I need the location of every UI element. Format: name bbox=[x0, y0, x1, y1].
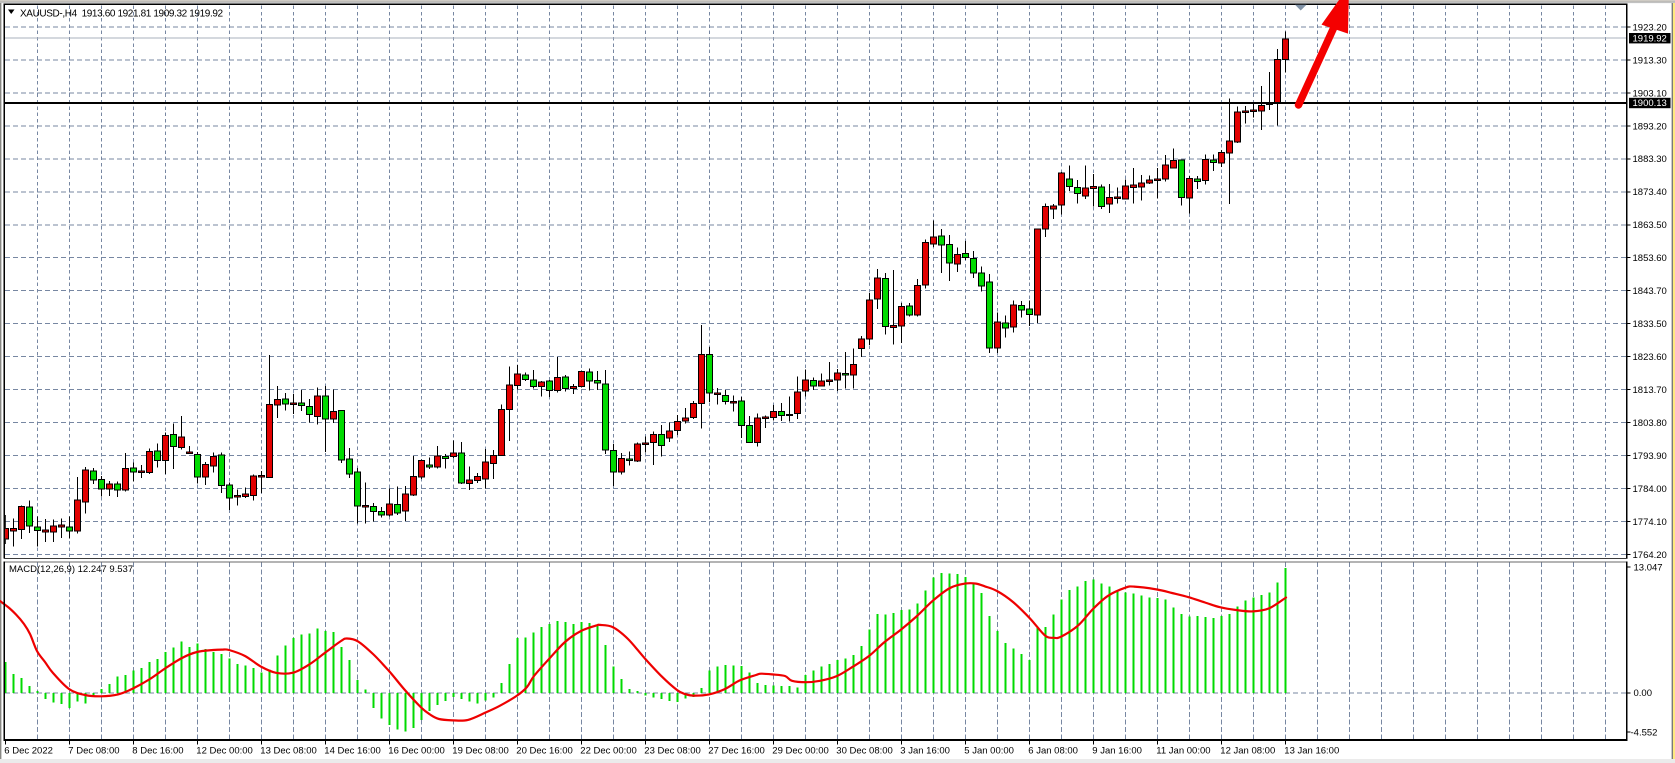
svg-text:-4.552: -4.552 bbox=[1631, 728, 1658, 739]
svg-text:20 Dec 16:00: 20 Dec 16:00 bbox=[516, 746, 573, 757]
svg-text:12 Jan 08:00: 12 Jan 08:00 bbox=[1220, 746, 1275, 757]
svg-text:1863.50: 1863.50 bbox=[1633, 220, 1667, 231]
svg-text:13.047: 13.047 bbox=[1634, 562, 1663, 573]
svg-text:3 Jan 16:00: 3 Jan 16:00 bbox=[900, 746, 950, 757]
svg-text:23 Dec 08:00: 23 Dec 08:00 bbox=[644, 746, 701, 757]
svg-text:6 Dec 2022: 6 Dec 2022 bbox=[4, 746, 53, 757]
svg-text:19 Dec 08:00: 19 Dec 08:00 bbox=[452, 746, 509, 757]
svg-text:30 Dec 08:00: 30 Dec 08:00 bbox=[836, 746, 893, 757]
svg-text:6 Jan 08:00: 6 Jan 08:00 bbox=[1028, 746, 1078, 757]
svg-text:1803.80: 1803.80 bbox=[1633, 418, 1667, 429]
svg-text:1903.10: 1903.10 bbox=[1633, 88, 1667, 99]
svg-text:1853.60: 1853.60 bbox=[1633, 253, 1667, 264]
svg-text:7 Dec 08:00: 7 Dec 08:00 bbox=[68, 746, 119, 757]
svg-text:13 Jan 16:00: 13 Jan 16:00 bbox=[1284, 746, 1339, 757]
svg-text:1893.20: 1893.20 bbox=[1633, 121, 1667, 132]
svg-text:0.00: 0.00 bbox=[1634, 688, 1653, 699]
svg-text:14 Dec 16:00: 14 Dec 16:00 bbox=[324, 746, 381, 757]
svg-text:5 Jan 00:00: 5 Jan 00:00 bbox=[964, 746, 1014, 757]
svg-text:11 Jan 00:00: 11 Jan 00:00 bbox=[1156, 746, 1210, 757]
svg-text:27 Dec 16:00: 27 Dec 16:00 bbox=[708, 746, 765, 757]
svg-text:1764.20: 1764.20 bbox=[1633, 550, 1667, 561]
svg-text:1919.92: 1919.92 bbox=[1633, 33, 1667, 44]
svg-text:1833.50: 1833.50 bbox=[1633, 319, 1667, 330]
svg-text:MACD(12,26,9) 12.247 9.537: MACD(12,26,9) 12.247 9.537 bbox=[9, 564, 133, 575]
svg-text:1843.70: 1843.70 bbox=[1633, 286, 1667, 297]
svg-text:1823.60: 1823.60 bbox=[1633, 352, 1667, 363]
svg-text:1873.40: 1873.40 bbox=[1633, 187, 1667, 198]
svg-text:1813.70: 1813.70 bbox=[1633, 385, 1667, 396]
svg-text:1913.30: 1913.30 bbox=[1633, 55, 1667, 66]
svg-text:8 Dec 16:00: 8 Dec 16:00 bbox=[132, 746, 183, 757]
svg-text:1923.20: 1923.20 bbox=[1633, 22, 1667, 33]
svg-text:22 Dec 00:00: 22 Dec 00:00 bbox=[580, 746, 637, 757]
svg-text:XAUUSD-,H4 1913.60 1921.81 19: XAUUSD-,H4 1913.60 1921.81 1909.32 1919.… bbox=[20, 8, 224, 19]
svg-text:1784.00: 1784.00 bbox=[1633, 484, 1667, 495]
svg-text:29 Dec 00:00: 29 Dec 00:00 bbox=[772, 746, 829, 757]
svg-text:12 Dec 00:00: 12 Dec 00:00 bbox=[196, 746, 253, 757]
svg-text:1883.30: 1883.30 bbox=[1633, 154, 1667, 165]
svg-text:9 Jan 16:00: 9 Jan 16:00 bbox=[1092, 746, 1142, 757]
svg-text:13 Dec 08:00: 13 Dec 08:00 bbox=[260, 746, 317, 757]
svg-text:1900.13: 1900.13 bbox=[1633, 98, 1667, 109]
svg-text:16 Dec 00:00: 16 Dec 00:00 bbox=[388, 746, 445, 757]
svg-text:1793.90: 1793.90 bbox=[1633, 451, 1667, 462]
svg-text:1774.10: 1774.10 bbox=[1633, 517, 1667, 528]
